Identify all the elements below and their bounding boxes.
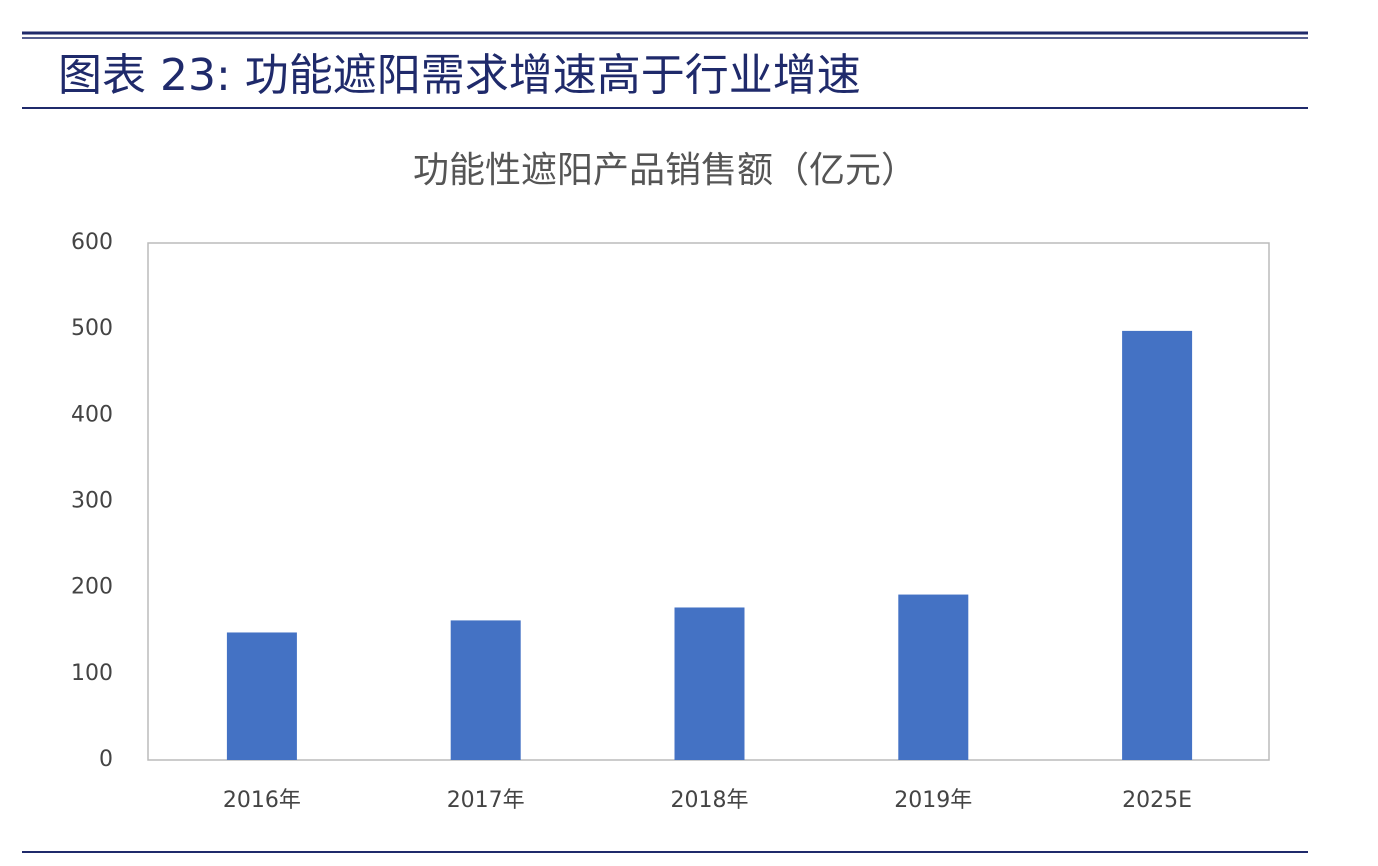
x-tick-label: 2018年 (671, 788, 749, 813)
bar (1122, 330, 1193, 760)
x-tick-label: 2017年 (447, 788, 525, 813)
y-tick-label: 200 (71, 575, 113, 600)
y-tick-label: 100 (71, 661, 113, 686)
x-tick-label: 2025E (1122, 788, 1192, 813)
x-tick-label: 2019年 (894, 788, 972, 813)
bar (898, 594, 969, 760)
y-tick-label: 500 (71, 316, 113, 341)
header-title: 图表 23: 功能遮阳需求增速高于行业增速 (58, 50, 861, 101)
y-tick-label: 400 (71, 402, 113, 427)
y-tick-label: 300 (71, 489, 113, 514)
y-tick-label: 0 (99, 747, 113, 772)
bar (674, 607, 745, 760)
bar (226, 632, 297, 760)
x-tick-label: 2016年 (223, 788, 301, 813)
y-tick-label: 600 (71, 230, 113, 255)
bar (450, 620, 521, 760)
chart-title: 功能性遮阳产品销售额（亿元） (413, 150, 917, 191)
